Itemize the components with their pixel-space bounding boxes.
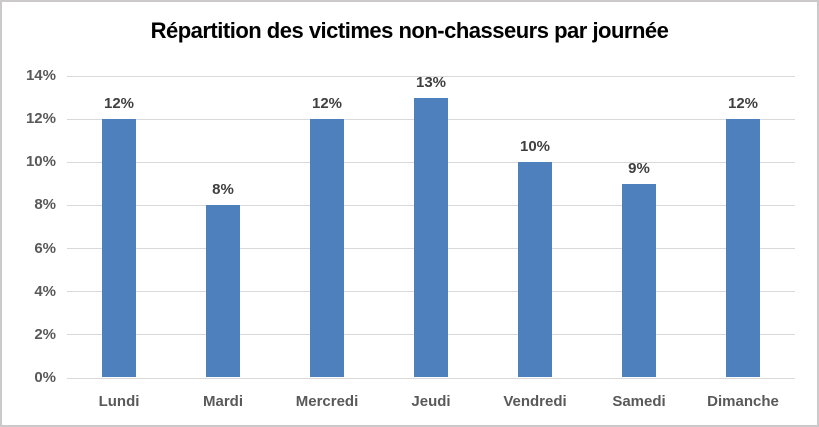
bar-value-label: 12% (103, 95, 135, 113)
bar-value-label: 13% (415, 73, 447, 91)
bar-value-label: 8% (212, 181, 234, 199)
x-axis-label: Mercredi (295, 393, 359, 410)
bar-value-label: 12% (311, 95, 343, 113)
y-tick-label: 0% (34, 369, 56, 386)
bar (102, 119, 136, 377)
bar (206, 205, 240, 377)
y-tick-label: 4% (34, 282, 56, 300)
bar (726, 119, 760, 377)
gridline (67, 377, 795, 379)
bar-value-label: 10% (519, 138, 551, 156)
x-axis-label: Vendredi (503, 393, 567, 410)
y-tick-label: 14% (25, 67, 56, 84)
gridline (67, 75, 795, 77)
y-tick-label: 8% (34, 196, 56, 214)
y-tick-label: 10% (25, 153, 56, 171)
bar (414, 97, 448, 377)
y-tick-label: 6% (34, 239, 56, 257)
bar (622, 183, 656, 377)
bar (310, 119, 344, 377)
bar-value-label: 12% (727, 95, 759, 113)
bar (518, 162, 552, 377)
x-axis-label: Lundi (98, 393, 140, 410)
x-axis-label: Samedi (612, 393, 666, 410)
x-axis-label: Dimanche (707, 393, 779, 410)
x-axis-label: Mardi (202, 393, 243, 410)
y-tick-label: 2% (34, 325, 56, 343)
y-tick-label: 12% (25, 110, 56, 128)
bar-value-label: 9% (628, 159, 650, 177)
x-axis-label: Jeudi (411, 393, 451, 410)
chart-title: Répartition des victimes non-chasseurs p… (150, 18, 669, 43)
